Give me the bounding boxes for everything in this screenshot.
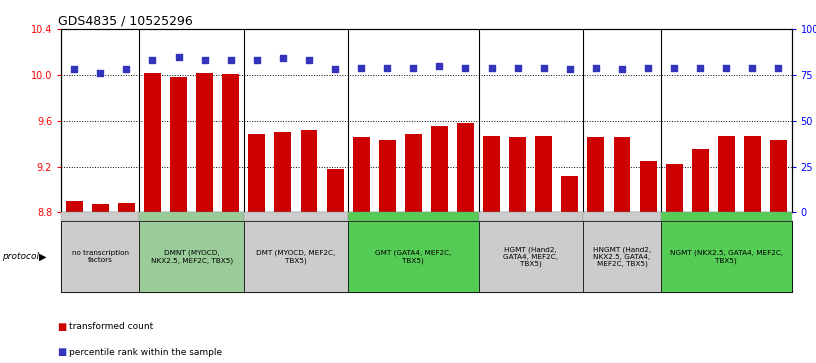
- Bar: [744, 136, 761, 212]
- Point: [120, 66, 133, 72]
- Bar: [640, 161, 657, 212]
- Text: GDS4835 / 10525296: GDS4835 / 10525296: [58, 15, 193, 28]
- Point: [459, 65, 472, 70]
- Bar: [144, 73, 161, 212]
- Bar: [718, 136, 734, 212]
- Point: [615, 66, 628, 72]
- Bar: [196, 73, 213, 212]
- Point: [407, 65, 420, 70]
- Bar: [588, 137, 605, 212]
- Bar: [326, 169, 344, 212]
- Bar: [274, 132, 291, 212]
- Point: [381, 65, 394, 70]
- Bar: [248, 134, 265, 212]
- Text: DMT (MYOCD, MEF2C,
TBX5): DMT (MYOCD, MEF2C, TBX5): [256, 250, 335, 264]
- Bar: [300, 130, 317, 212]
- Text: protocol: protocol: [2, 252, 38, 261]
- Bar: [614, 137, 631, 212]
- Point: [94, 70, 107, 76]
- Bar: [92, 204, 109, 212]
- Text: ■: ■: [57, 347, 66, 357]
- Text: no transcription
factors: no transcription factors: [72, 250, 129, 263]
- Bar: [692, 149, 709, 212]
- Bar: [457, 123, 474, 212]
- Bar: [405, 134, 422, 212]
- Point: [68, 66, 81, 72]
- Bar: [170, 77, 187, 212]
- Text: ■: ■: [57, 322, 66, 332]
- Bar: [561, 176, 579, 212]
- Point: [329, 66, 342, 72]
- Text: DMNT (MYOCD,
NKX2.5, MEF2C, TBX5): DMNT (MYOCD, NKX2.5, MEF2C, TBX5): [150, 250, 233, 264]
- Point: [537, 65, 550, 70]
- Text: ▶: ▶: [39, 252, 47, 262]
- Point: [720, 65, 733, 70]
- Bar: [222, 74, 239, 212]
- Point: [172, 54, 185, 60]
- Text: percentile rank within the sample: percentile rank within the sample: [69, 348, 223, 356]
- Point: [355, 65, 368, 70]
- Bar: [431, 126, 448, 212]
- Point: [694, 65, 707, 70]
- Point: [563, 66, 576, 72]
- Point: [303, 57, 316, 63]
- Bar: [66, 201, 82, 212]
- Point: [146, 57, 159, 63]
- Point: [277, 56, 290, 61]
- Point: [772, 65, 785, 70]
- Bar: [118, 203, 135, 212]
- Text: HNGMT (Hand2,
NKX2.5, GATA4,
MEF2C, TBX5): HNGMT (Hand2, NKX2.5, GATA4, MEF2C, TBX5…: [593, 246, 651, 267]
- Point: [251, 57, 264, 63]
- Point: [667, 65, 681, 70]
- Point: [485, 65, 498, 70]
- Bar: [353, 137, 370, 212]
- Text: HGMT (Hand2,
GATA4, MEF2C,
TBX5): HGMT (Hand2, GATA4, MEF2C, TBX5): [503, 246, 558, 267]
- Point: [641, 65, 654, 70]
- Point: [746, 65, 759, 70]
- Point: [589, 65, 602, 70]
- Point: [432, 63, 446, 69]
- Point: [511, 65, 524, 70]
- Point: [224, 57, 237, 63]
- Bar: [666, 164, 683, 212]
- Text: transformed count: transformed count: [69, 322, 153, 331]
- Text: GMT (GATA4, MEF2C,
TBX5): GMT (GATA4, MEF2C, TBX5): [375, 250, 451, 264]
- Bar: [379, 140, 396, 212]
- Bar: [483, 136, 500, 212]
- Bar: [509, 137, 526, 212]
- Point: [198, 57, 211, 63]
- Bar: [770, 140, 787, 212]
- Bar: [535, 136, 552, 212]
- Text: NGMT (NKX2.5, GATA4, MEF2C,
TBX5): NGMT (NKX2.5, GATA4, MEF2C, TBX5): [670, 250, 783, 264]
